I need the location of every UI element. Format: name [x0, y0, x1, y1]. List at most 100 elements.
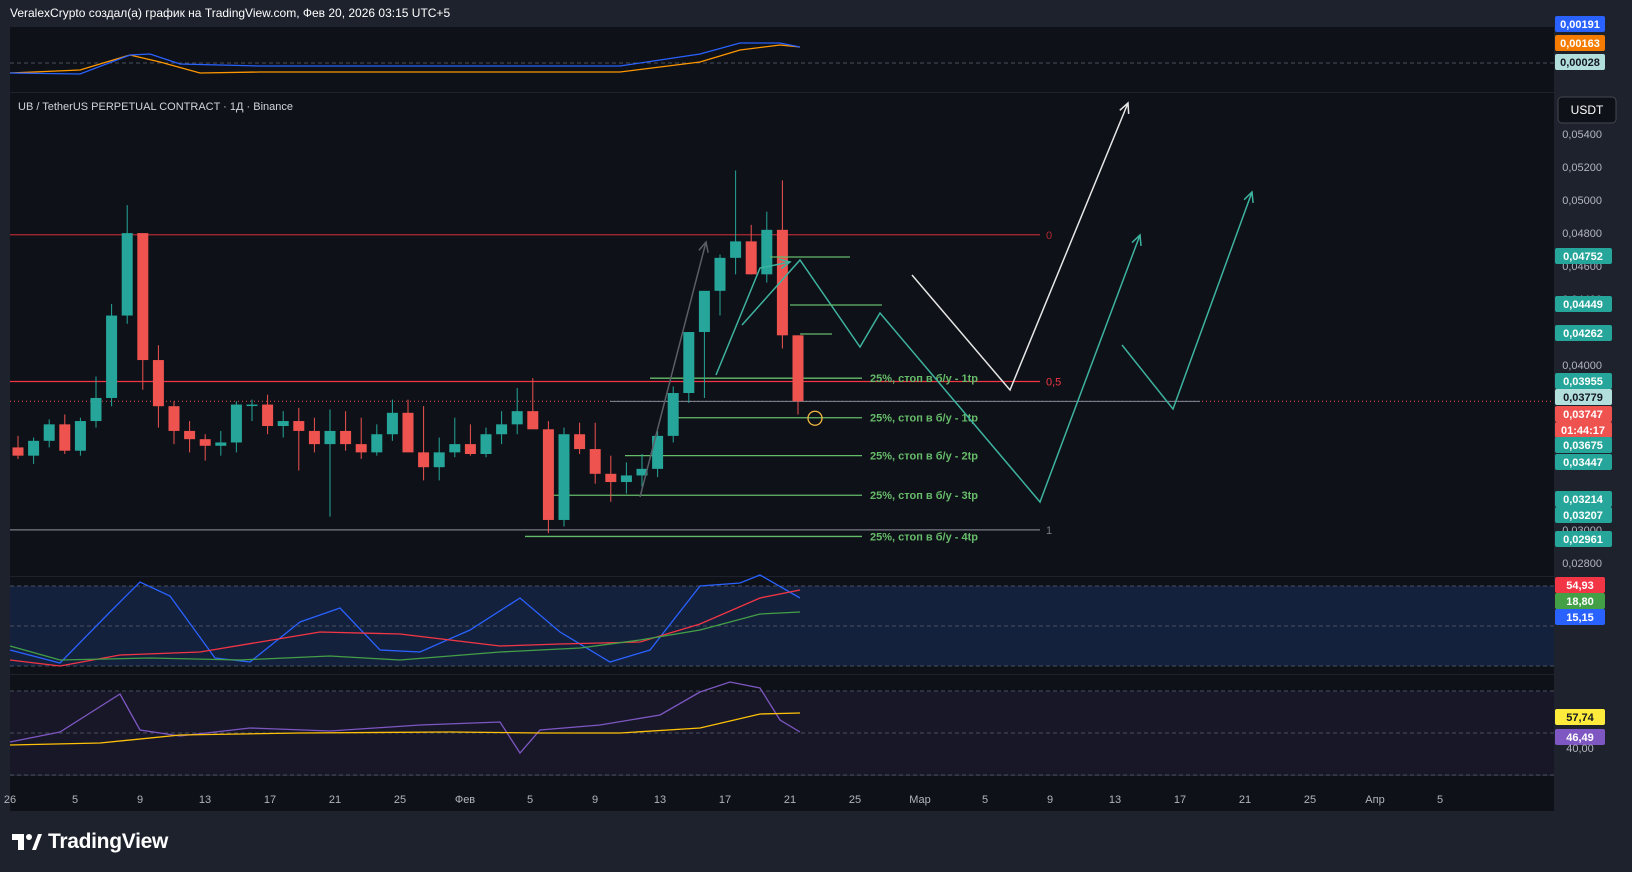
- candle-body[interactable]: [464, 444, 476, 455]
- candle-body[interactable]: [776, 229, 788, 336]
- candle-body[interactable]: [542, 429, 554, 520]
- x-axis-tick: 5: [982, 794, 988, 806]
- forecast-arrowhead: [698, 240, 709, 253]
- candle-body[interactable]: [418, 452, 430, 468]
- candle-body[interactable]: [589, 449, 601, 474]
- candle-body[interactable]: [511, 411, 523, 425]
- y-axis-tick: 0,04600: [1562, 261, 1602, 273]
- candle-body[interactable]: [761, 229, 773, 275]
- price-tag-text: 0,03214: [1563, 494, 1604, 506]
- forecast-path[interactable]: [1121, 191, 1253, 411]
- candle-body[interactable]: [262, 404, 274, 426]
- x-axis-tick: 25: [394, 794, 406, 806]
- candle-body[interactable]: [745, 241, 757, 275]
- x-axis-tick: 21: [329, 794, 341, 806]
- brand-name: TradingView: [48, 830, 169, 853]
- fib-level-label: 0,5: [1046, 376, 1061, 388]
- candle-body[interactable]: [698, 290, 710, 333]
- x-axis-tick: 5: [527, 794, 533, 806]
- candle-body[interactable]: [184, 430, 196, 440]
- price-tag: [1555, 454, 1612, 470]
- forecast-path[interactable]: [715, 261, 791, 376]
- candle-body[interactable]: [43, 424, 55, 441]
- indicator-tag-text: 54,93: [1566, 580, 1594, 592]
- candle-body[interactable]: [527, 411, 539, 430]
- forecast-path[interactable]: [911, 102, 1129, 392]
- candle-body[interactable]: [667, 393, 679, 436]
- price-tag-text: 0,03447: [1563, 457, 1603, 469]
- candle-body[interactable]: [355, 444, 367, 453]
- candle-body[interactable]: [402, 412, 414, 453]
- candle-body[interactable]: [449, 444, 461, 453]
- candle-body[interactable]: [74, 421, 86, 451]
- candle-body[interactable]: [59, 424, 71, 451]
- x-axis-tick: 5: [72, 794, 78, 806]
- currency-button[interactable]: [1557, 96, 1617, 124]
- rsi-axis-tick: 40,00: [1566, 743, 1594, 755]
- candle-body[interactable]: [168, 406, 180, 431]
- x-axis-tick: Фев: [455, 794, 475, 806]
- candle-body[interactable]: [792, 335, 804, 402]
- x-axis-tick: 9: [1047, 794, 1053, 806]
- y-axis-tick: 0,02800: [1562, 558, 1602, 570]
- take-profit-label: 25%, стоп в б/у - 1tp: [870, 413, 978, 425]
- candle-body[interactable]: [636, 468, 648, 476]
- indicator-line: [9, 712, 801, 746]
- candle-body[interactable]: [605, 473, 617, 483]
- price-tag: [1555, 507, 1612, 523]
- price-tag-text: 0,04262: [1563, 328, 1603, 340]
- take-profit-label: 25%, стоп в б/у - 3tp: [870, 490, 978, 502]
- indicator-line: [9, 42, 801, 75]
- candle-body[interactable]: [246, 404, 258, 407]
- candle-body[interactable]: [433, 452, 445, 468]
- indicator-tag-text: 0,00163: [1560, 38, 1600, 50]
- candle-body[interactable]: [574, 434, 586, 450]
- candle-body[interactable]: [308, 430, 320, 445]
- price-tag-text: 0,03779: [1563, 392, 1603, 404]
- publish-header: VeralexCrypto создал(а) график на Tradin…: [10, 6, 451, 20]
- candle-body[interactable]: [652, 435, 664, 469]
- indicator-tag: [1555, 54, 1605, 70]
- candle-body[interactable]: [480, 434, 492, 455]
- candle-body[interactable]: [386, 412, 398, 435]
- candle-body[interactable]: [558, 434, 570, 520]
- indicator-line: [9, 589, 801, 667]
- candle-body[interactable]: [730, 241, 742, 258]
- price-tag: [1555, 325, 1612, 341]
- candle-body[interactable]: [121, 233, 133, 316]
- candle-body[interactable]: [620, 475, 632, 483]
- forecast-path[interactable]: [639, 241, 707, 498]
- indicator-tag: [1555, 593, 1605, 609]
- take-profit-label: 25%, стоп в б/у - 2tp: [870, 451, 978, 463]
- candle-body[interactable]: [293, 421, 305, 431]
- candle-body[interactable]: [137, 233, 149, 361]
- x-axis-tick: 21: [784, 794, 796, 806]
- y-axis-tick: 0,05200: [1562, 162, 1602, 174]
- candle-body[interactable]: [199, 439, 211, 446]
- tradingview-logo-icon: [12, 834, 42, 850]
- candle-body[interactable]: [28, 440, 40, 456]
- candle-body[interactable]: [277, 421, 289, 426]
- forecast-path[interactable]: [741, 234, 1141, 504]
- candle-body[interactable]: [90, 397, 102, 422]
- price-tag-text: 0,04752: [1563, 251, 1603, 263]
- candle-body[interactable]: [215, 442, 227, 446]
- candle-body[interactable]: [683, 332, 695, 394]
- candle-body[interactable]: [371, 434, 383, 453]
- candle-body[interactable]: [340, 430, 352, 445]
- fib-level-label: 0: [1046, 230, 1052, 242]
- indicator-line: [9, 611, 801, 661]
- indicator-tag: [1555, 577, 1605, 593]
- candle-body[interactable]: [12, 447, 24, 456]
- candle-body[interactable]: [714, 257, 726, 291]
- candle-body[interactable]: [324, 430, 336, 445]
- candle-body[interactable]: [496, 424, 508, 435]
- candle-body[interactable]: [230, 404, 242, 443]
- tradingview-logo[interactable]: TradingView: [12, 830, 168, 854]
- x-axis-tick: 25: [1304, 794, 1316, 806]
- candle-body[interactable]: [152, 360, 164, 407]
- y-axis-tick: 0,04000: [1562, 360, 1602, 372]
- forecast-arrowhead: [1131, 233, 1142, 247]
- candle-body[interactable]: [106, 315, 118, 398]
